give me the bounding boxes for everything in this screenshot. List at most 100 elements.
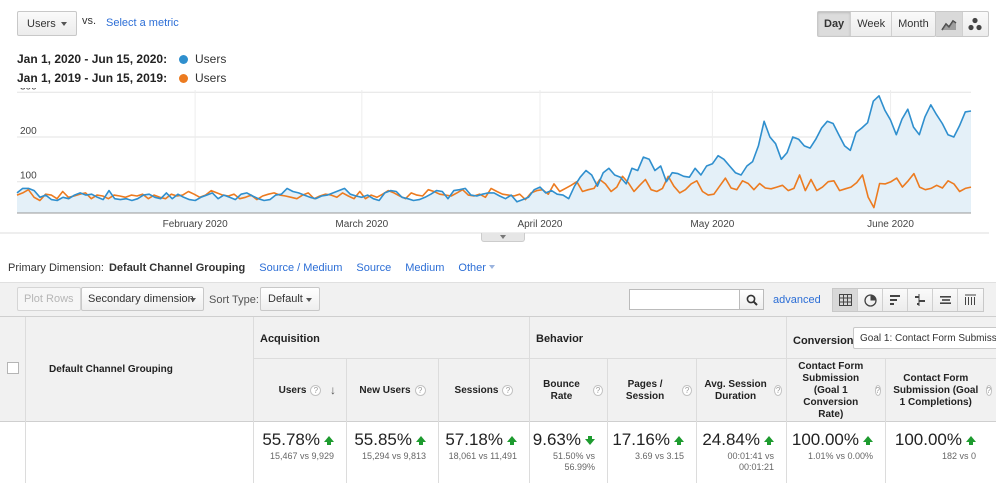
granularity-toggle: Day Week Month bbox=[817, 11, 936, 37]
sort-descending-icon[interactable]: ↓ bbox=[330, 383, 336, 397]
help-icon[interactable]: ? bbox=[774, 385, 782, 396]
help-icon[interactable]: ? bbox=[310, 385, 322, 396]
term-cloud-view-button[interactable] bbox=[933, 289, 958, 311]
behavior-group: Behavior bbox=[530, 317, 787, 359]
legend-range-previous: Jan 1, 2019 - Jun 15, 2019: bbox=[17, 71, 168, 85]
pie-chart-view-button[interactable] bbox=[858, 289, 883, 311]
current-series-line bbox=[16, 95, 972, 203]
legend-row-current: Jan 1, 2020 - Jun 15, 2020: Users bbox=[17, 52, 226, 66]
plot-rows-button[interactable]: Plot Rows bbox=[17, 287, 81, 311]
metric-total-cell: 55.78% 15,467 vs 9,929 bbox=[254, 422, 347, 483]
metric-total-comparison: 00:01:41 vs 00:01:21 bbox=[727, 451, 774, 472]
metric-column-label: Contact Form Submission (Goal 1 Completi… bbox=[890, 359, 992, 422]
chevron-down-icon bbox=[488, 265, 495, 269]
help-icon[interactable]: ? bbox=[682, 385, 692, 396]
motion-chart-button[interactable] bbox=[963, 12, 989, 36]
metric-total-percent: 9.63% bbox=[532, 430, 581, 449]
search-icon bbox=[746, 294, 758, 306]
primary-dimension-current: Default Channel Grouping bbox=[108, 262, 246, 274]
select-all-checkbox[interactable] bbox=[7, 362, 19, 374]
metric-total-percent: 24.84% bbox=[702, 430, 760, 449]
metric-total-cell: 24.84% 00:01:41 vs 00:01:21 bbox=[697, 422, 787, 483]
arrow-up-icon bbox=[966, 436, 976, 445]
dimension-option-source[interactable]: Source bbox=[356, 262, 392, 274]
grid-table-icon bbox=[838, 294, 852, 306]
x-tick-label: February 2020 bbox=[163, 219, 228, 230]
users-line-chart[interactable]: 300 200 100 February 2020 March 2020 April 20… bbox=[0, 88, 996, 236]
metric-column-header[interactable]: New Users? bbox=[347, 359, 439, 422]
arrow-up-icon bbox=[324, 436, 334, 445]
metric-column-label: New Users? bbox=[351, 359, 434, 422]
metric-total-change: 100.00% bbox=[792, 430, 873, 450]
line-chart-button[interactable] bbox=[936, 12, 963, 36]
table-search-input[interactable] bbox=[629, 289, 740, 310]
metric-column-header[interactable]: Bounce Rate? bbox=[530, 359, 608, 422]
goal-select[interactable]: Goal 1: Contact Form Submission bbox=[853, 327, 996, 349]
granularity-day-button[interactable]: Day bbox=[818, 12, 852, 36]
motion-chart-icon bbox=[968, 17, 982, 31]
legend-dot-previous bbox=[179, 73, 188, 83]
help-icon[interactable]: ? bbox=[502, 385, 514, 396]
chart-resize-handle[interactable] bbox=[481, 233, 525, 242]
metric-total-comparison: 15,294 vs 9,813 bbox=[361, 451, 426, 461]
arrow-down-icon bbox=[585, 436, 595, 445]
help-icon[interactable]: ? bbox=[874, 385, 881, 396]
primary-dimension-bar: Primary Dimension: Default Channel Group… bbox=[8, 262, 996, 274]
metric-column-label: Contact Form Submission (Goal 1 Conversi… bbox=[791, 359, 881, 422]
search-button[interactable] bbox=[740, 289, 764, 310]
chevron-down-icon bbox=[306, 298, 312, 302]
sort-type-select[interactable]: Default bbox=[260, 287, 320, 311]
metric-column-header[interactable]: Users? ↓ bbox=[254, 359, 347, 422]
help-icon[interactable]: ? bbox=[414, 385, 426, 396]
acquisition-group: Acquisition bbox=[254, 317, 530, 359]
metric-total-cell: 100.00% 1.01% vs 0.00% bbox=[787, 422, 886, 483]
report-table: Default Channel Grouping Acquisition Beh… bbox=[0, 316, 996, 483]
metric-total-percent: 55.85% bbox=[354, 430, 412, 449]
pivot-view-button[interactable] bbox=[958, 289, 983, 311]
bar-chart-icon bbox=[889, 295, 900, 305]
metric-select[interactable]: Users bbox=[17, 11, 77, 36]
advanced-filter-link[interactable]: advanced bbox=[773, 294, 821, 306]
arrow-up-icon bbox=[416, 436, 426, 445]
metric-column-label: Bounce Rate? bbox=[534, 359, 603, 422]
metric-total-cell: 55.85% 15,294 vs 9,813 bbox=[347, 422, 439, 483]
help-icon[interactable]: ? bbox=[592, 385, 603, 396]
secondary-dimension-select[interactable]: Secondary dimension bbox=[81, 287, 204, 311]
legend-row-previous: Jan 1, 2019 - Jun 15, 2019: Users bbox=[17, 71, 226, 85]
dimension-column-header[interactable]: Default Channel Grouping bbox=[49, 364, 173, 375]
table-view-switcher bbox=[832, 288, 984, 312]
metric-column-header[interactable]: Pages / Session? bbox=[608, 359, 697, 422]
dimension-option-medium[interactable]: Medium bbox=[405, 262, 445, 274]
arrow-up-icon bbox=[764, 436, 774, 445]
help-icon[interactable]: ? bbox=[985, 385, 992, 396]
metric-total-comparison: 51.50% vs 56.99% bbox=[552, 451, 595, 472]
metric-total-change: 57.18% bbox=[445, 430, 517, 450]
metric-column-header[interactable]: Contact Form Submission (Goal 1 Completi… bbox=[886, 359, 996, 422]
dimension-option-source-medium[interactable]: Source / Medium bbox=[259, 262, 343, 274]
data-table-view-button[interactable] bbox=[833, 289, 858, 311]
metric-total-change: 17.16% bbox=[612, 430, 684, 450]
metric-total-percent: 100.00% bbox=[894, 430, 962, 449]
metric-column-header[interactable]: Sessions? bbox=[439, 359, 530, 422]
comparison-icon bbox=[914, 294, 925, 306]
metric-column-label: Sessions? bbox=[443, 359, 525, 422]
metric-total-percent: 57.18% bbox=[445, 430, 503, 449]
metric-total-comparison: 3.69 vs 3.15 bbox=[634, 451, 684, 461]
performance-view-button[interactable] bbox=[883, 289, 908, 311]
metric-column-header[interactable]: Contact Form Submission (Goal 1 Conversi… bbox=[787, 359, 886, 422]
granularity-month-button[interactable]: Month bbox=[898, 18, 929, 30]
secondary-dimension-label: Secondary dimension bbox=[88, 293, 194, 305]
vs-label: vs. bbox=[82, 15, 97, 27]
arrow-up-icon bbox=[674, 436, 684, 445]
metric-total-cell: 57.18% 18,061 vs 11,491 bbox=[439, 422, 530, 483]
metric-column-header[interactable]: Avg. Session Duration? bbox=[697, 359, 787, 422]
dimension-column: Default Channel Grouping bbox=[26, 317, 254, 483]
granularity-week-button[interactable]: Week bbox=[851, 12, 893, 36]
comparison-view-button[interactable] bbox=[908, 289, 933, 311]
pivot-table-icon bbox=[965, 294, 976, 305]
legend-metric-current: Users bbox=[195, 52, 227, 66]
metric-total-comparison: 1.01% vs 0.00% bbox=[807, 451, 873, 461]
dimension-option-other[interactable]: Other bbox=[458, 262, 495, 274]
select-metric-link[interactable]: Select a metric bbox=[106, 17, 179, 29]
metric-total-comparison: 18,061 vs 11,491 bbox=[448, 451, 517, 461]
